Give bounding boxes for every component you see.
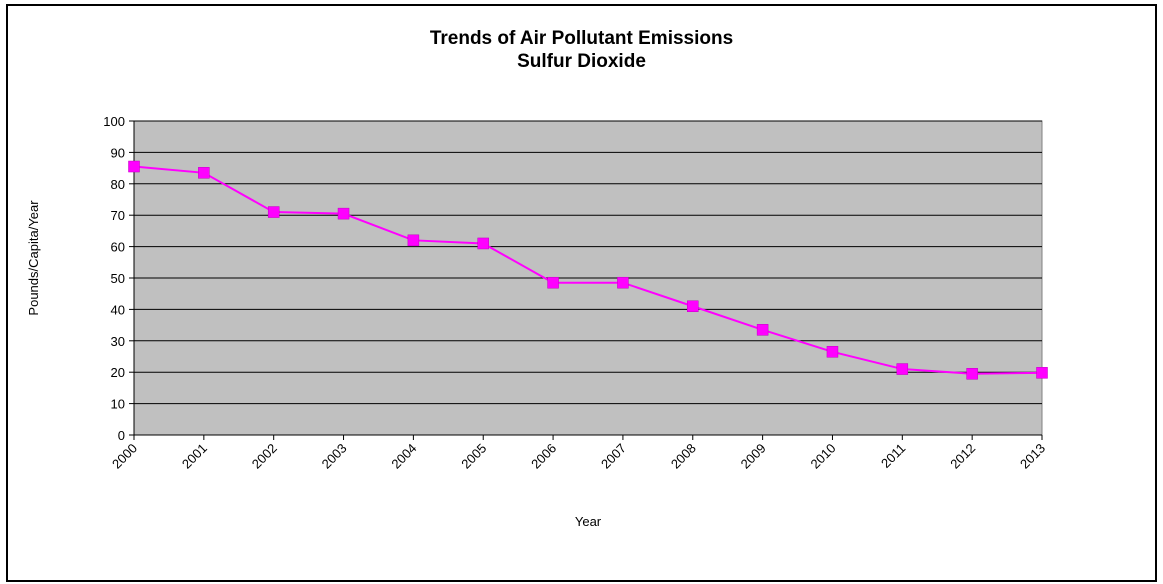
data-point: [477, 237, 489, 250]
series-line: [133, 165, 1043, 375]
y-tick-label: 0: [118, 428, 125, 443]
y-tick-label: 100: [103, 114, 125, 129]
y-axis-label: Pounds/Capita/Year: [26, 200, 41, 316]
y-tick-label: 60: [111, 240, 125, 255]
y-tick-label: 40: [111, 302, 125, 317]
data-point: [198, 167, 210, 179]
x-tick-label: 2002: [249, 441, 280, 472]
data-point: [687, 300, 699, 313]
y-tick-label: 70: [111, 208, 125, 223]
data-point: [267, 206, 280, 218]
data-point: [966, 368, 978, 380]
x-axis-label: Year: [575, 514, 602, 529]
data-point: [128, 160, 140, 173]
x-tick-label: 2003: [319, 441, 350, 472]
x-tick-label: 2000: [109, 441, 140, 472]
y-tick-label: 50: [111, 271, 125, 286]
y-tick-label: 10: [111, 397, 125, 412]
chart-subtitle: Sulfur Dioxide: [517, 51, 646, 72]
x-tick-label: 2005: [458, 441, 489, 472]
data-point: [896, 363, 909, 375]
x-tick-label: 2004: [388, 441, 419, 472]
y-tick-label: 20: [111, 365, 125, 380]
x-tick-label: 2011: [878, 441, 908, 471]
y-tick-label: 90: [111, 145, 125, 160]
y-tick-label: 80: [111, 177, 125, 192]
x-tick-label: 2013: [1017, 441, 1048, 472]
data-point: [407, 234, 420, 247]
data-point: [617, 276, 629, 289]
data-point: [826, 346, 839, 358]
x-tick-label: 2006: [528, 441, 559, 472]
data-point: [547, 276, 559, 289]
x-tick-label: 2012: [947, 441, 978, 472]
data-point: [337, 207, 350, 220]
x-tick-label: 2009: [738, 441, 769, 472]
data-point: [1036, 367, 1048, 379]
y-tick-label: 30: [111, 334, 125, 349]
x-tick-label: 2010: [808, 441, 839, 472]
x-tick-label: 2007: [598, 441, 629, 472]
x-tick-label: 2008: [668, 441, 699, 472]
data-point: [756, 324, 769, 336]
chart-title: Trends of Air Pollutant Emissions: [429, 28, 734, 49]
x-tick-label: 2001: [179, 441, 210, 472]
